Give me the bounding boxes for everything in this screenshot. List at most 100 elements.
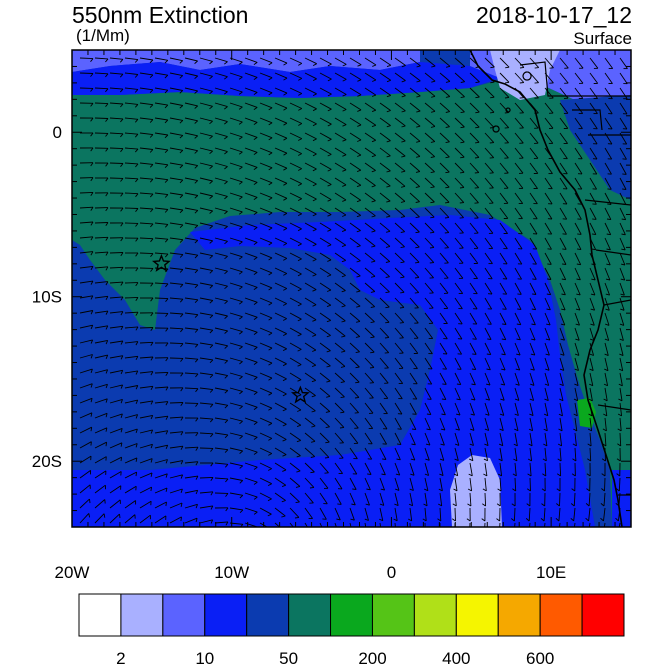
- wind-barb-flag: [312, 289, 317, 292]
- wind-barb: [184, 297, 198, 301]
- wind-barb: [169, 132, 183, 136]
- wind-barb: [259, 207, 273, 214]
- wind-barb: [319, 162, 332, 170]
- country-borders: [519, 61, 631, 496]
- wind-barb: [499, 312, 507, 325]
- wind-barb-flag: [253, 167, 258, 170]
- wind-barb: [169, 252, 183, 256]
- wind-barb-flag: [378, 534, 382, 536]
- wind-barb-flag: [372, 64, 377, 67]
- wind-barb: [379, 522, 382, 527]
- wind-barb: [364, 87, 377, 96]
- wind-barb-flag: [327, 108, 332, 112]
- wind-barb-flag: [239, 331, 243, 335]
- wind-barb: [304, 132, 317, 140]
- wind-barb: [424, 372, 433, 385]
- wind-barb: [154, 487, 168, 494]
- wind-barb-flag: [466, 534, 469, 537]
- wind-barb-flag: [210, 477, 214, 482]
- wind-barb-flag: [165, 445, 169, 449]
- wind-barb: [454, 237, 464, 249]
- wind-barb-flag: [135, 237, 139, 242]
- wind-barb-flag: [149, 149, 154, 153]
- wind-barb: [169, 102, 183, 106]
- wind-barb-flag: [238, 106, 243, 110]
- wind-barb: [169, 177, 183, 181]
- wind-barb: [514, 402, 519, 416]
- wind-barb: [319, 522, 323, 527]
- wind-barb-flag: [194, 135, 198, 139]
- wind-barb: [409, 402, 417, 415]
- wind-barb: [304, 372, 316, 381]
- wind-barb: [94, 484, 106, 494]
- wind-barb: [529, 117, 539, 129]
- wind-barb-flag: [618, 398, 623, 402]
- wind-barb-flag: [210, 505, 214, 510]
- wind-barb-flag: [209, 225, 213, 229]
- wind-barb-flag: [490, 96, 495, 99]
- wind-barb: [274, 177, 288, 184]
- wind-barb: [469, 462, 473, 476]
- wind-barb: [589, 237, 597, 250]
- wind-barb: [139, 458, 153, 464]
- wind-barb: [529, 132, 539, 144]
- wind-barb: [274, 237, 287, 244]
- wind-barb-flag: [297, 303, 302, 307]
- wind-barb-flag: [400, 185, 406, 188]
- wind-barb: [319, 447, 330, 458]
- wind-barb-flag: [410, 458, 415, 461]
- wind-barb: [334, 477, 343, 490]
- wind-barb: [574, 372, 579, 386]
- wind-barb: [469, 102, 480, 113]
- wind-barb-flag: [570, 533, 573, 536]
- wind-barb-flag: [529, 413, 534, 417]
- wind-barb: [169, 460, 183, 464]
- wind-barb-flag: [396, 458, 401, 461]
- wind-barb: [379, 282, 390, 293]
- wind-barb-flag: [134, 148, 139, 153]
- wind-barb: [439, 117, 450, 128]
- wind-barb-flag: [511, 503, 516, 507]
- wind-barb-flag: [430, 110, 436, 113]
- wind-barb: [214, 87, 228, 93]
- wind-barb-flag: [592, 218, 597, 220]
- wind-barb: [199, 162, 213, 167]
- wind-barb: [424, 462, 430, 476]
- wind-barb: [304, 417, 316, 427]
- wind-barb-flag: [224, 151, 228, 155]
- wind-barb: [79, 265, 93, 269]
- wind-barb: [394, 177, 406, 187]
- wind-barb-flag: [135, 385, 139, 390]
- wind-barb: [454, 252, 464, 264]
- wind-barb-flag: [209, 374, 214, 379]
- wind-barb-flag: [371, 139, 376, 143]
- wind-barb: [214, 342, 228, 347]
- wind-barb-flag: [385, 276, 390, 278]
- wind-barb: [304, 192, 317, 200]
- wind-barb: [154, 102, 168, 106]
- wind-barb-flag: [573, 398, 578, 402]
- wind-barb-flag: [268, 347, 273, 351]
- wind-barb-flag: [268, 392, 273, 396]
- wind-barb: [529, 87, 539, 99]
- wind-barb-flag: [408, 503, 413, 507]
- wind-barb-flag: [105, 103, 109, 107]
- lon-tick-label: 10E: [536, 563, 566, 582]
- wind-barb: [379, 207, 391, 217]
- wind-barb: [379, 267, 390, 278]
- wind-barb: [274, 147, 288, 154]
- wind-barb-flag: [253, 242, 258, 245]
- wind-barb-flag: [475, 141, 480, 144]
- wind-barb: [499, 447, 503, 461]
- wind-barb-flag: [179, 120, 184, 124]
- wind-barb-flag: [339, 426, 344, 429]
- wind-barb: [289, 342, 302, 350]
- wind-barb: [319, 417, 330, 428]
- wind-barb: [214, 57, 228, 63]
- wind-barb: [319, 132, 332, 140]
- wind-barb: [199, 432, 214, 435]
- wind-barb-flag: [164, 149, 169, 154]
- wind-barb-flag: [268, 167, 273, 171]
- wind-barb-flag: [460, 81, 465, 83]
- wind-barb: [394, 447, 401, 460]
